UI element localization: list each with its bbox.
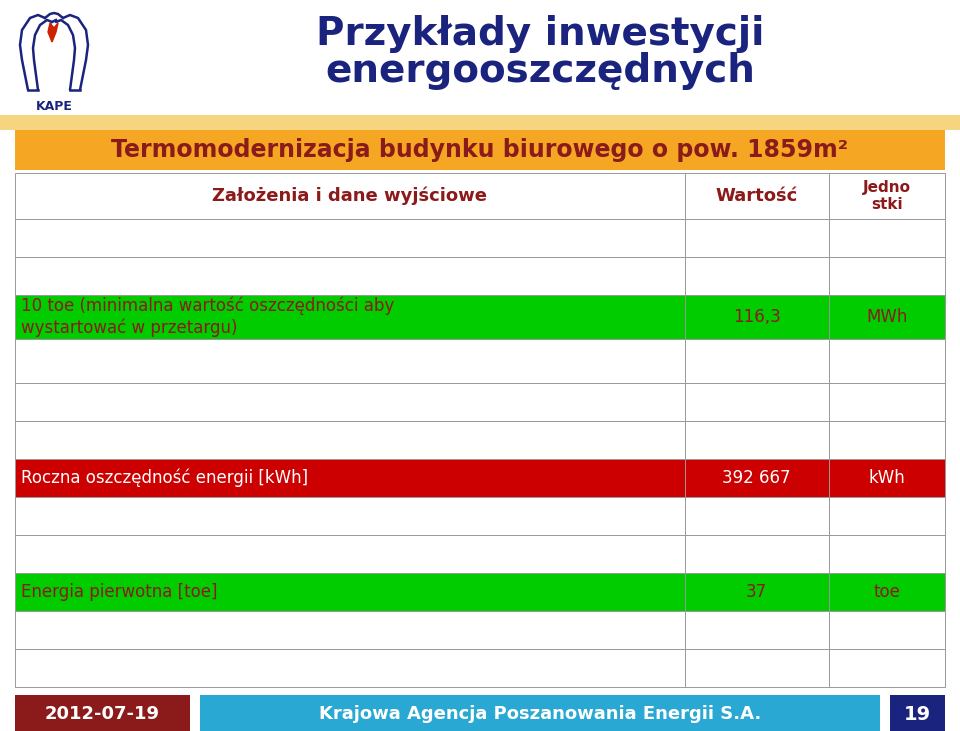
Text: 47,22: 47,22 <box>732 393 780 411</box>
Text: 1 toe [MWh]: 1 toe [MWh] <box>21 267 124 285</box>
Text: 11,63: 11,63 <box>732 267 780 285</box>
Bar <box>15 497 945 535</box>
Text: Roczna oszczędność energii [kWh]: Roczna oszczędność energii [kWh] <box>21 469 308 488</box>
Text: MWh: MWh <box>866 267 907 285</box>
Text: 432: 432 <box>741 545 773 563</box>
Text: zł/GJ: zł/GJ <box>869 393 905 411</box>
Text: Przykłady inwestycji: Przykłady inwestycji <box>316 15 764 53</box>
Text: Trwałość inwestycji: Trwałość inwestycji <box>21 431 180 450</box>
Text: Jedno
stki: Jedno stki <box>863 180 911 212</box>
Polygon shape <box>48 23 58 42</box>
Bar <box>15 611 945 649</box>
Text: 66 750: 66 750 <box>728 659 785 677</box>
Text: GJ: GJ <box>878 229 896 247</box>
Text: kWh: kWh <box>869 469 905 487</box>
Text: Termomodernizacja budynku biurowego o pow. 1859m²: Termomodernizacja budynku biurowego o po… <box>111 138 849 162</box>
Text: 1 toe [GJ]: 1 toe [GJ] <box>21 229 100 247</box>
Bar <box>15 339 945 383</box>
Text: Roczne zmniejszenie kosztów energii finalnej: Roczne zmniejszenie kosztów energii fina… <box>21 659 396 677</box>
Text: 10 toe (minimalna wartość oszczędności aby
wystartować w przetargu): 10 toe (minimalna wartość oszczędności a… <box>21 297 395 337</box>
Text: Współczynnik sprawności procesów przetwarzania
energii pierwotnej dla energii ci: Współczynnik sprawności procesów przetwa… <box>21 341 440 381</box>
Text: Energia pierwotna [kWh]: Energia pierwotna [kWh] <box>21 507 228 525</box>
Text: Energia pierwotna [toe]: Energia pierwotna [toe] <box>21 583 218 601</box>
Text: 1,1: 1,1 <box>743 352 770 370</box>
Text: 20: 20 <box>746 431 767 449</box>
Text: 392 667: 392 667 <box>723 469 791 487</box>
Text: 19: 19 <box>904 705 931 724</box>
Text: lat: lat <box>876 431 898 449</box>
Bar <box>15 383 945 421</box>
Text: toe: toe <box>874 583 900 601</box>
Text: Założenia i dane wyjściowe: Założenia i dane wyjściowe <box>212 186 488 205</box>
Text: 41,9: 41,9 <box>738 229 775 247</box>
Bar <box>15 573 945 611</box>
Text: kWh: kWh <box>869 507 905 525</box>
Text: Krajowa Agencja Poszanowania Energii S.A.: Krajowa Agencja Poszanowania Energii S.A… <box>319 705 761 723</box>
Text: 37: 37 <box>746 583 767 601</box>
Text: energooszczędnych: energooszczędnych <box>325 52 755 90</box>
Text: Energia pierwotna [MWh]: Energia pierwotna [MWh] <box>21 545 232 563</box>
Bar <box>15 459 945 497</box>
Bar <box>15 535 945 573</box>
Text: Koszt inwestycji: Koszt inwestycji <box>21 621 153 639</box>
Text: 584 550: 584 550 <box>723 621 791 639</box>
Text: MWh: MWh <box>866 308 907 326</box>
Bar <box>15 649 945 687</box>
Bar <box>15 130 945 170</box>
Text: zł: zł <box>880 659 894 677</box>
Bar <box>200 695 880 731</box>
Text: Wartość: Wartość <box>715 187 798 205</box>
Bar <box>15 219 945 257</box>
Bar <box>0 115 960 130</box>
Text: zł: zł <box>880 621 894 639</box>
Text: KAPE: KAPE <box>36 100 72 113</box>
Text: 2012-07-19: 2012-07-19 <box>45 705 160 723</box>
Text: 116,3: 116,3 <box>732 308 780 326</box>
Text: Koszt energii 1 GJ: Koszt energii 1 GJ <box>21 393 167 411</box>
Bar <box>15 421 945 459</box>
Bar <box>890 695 945 731</box>
Text: MWh: MWh <box>866 545 907 563</box>
Bar <box>15 695 190 731</box>
Bar <box>15 295 945 339</box>
Bar <box>15 173 945 219</box>
Text: 431 933: 431 933 <box>722 507 791 525</box>
Bar <box>15 257 945 295</box>
